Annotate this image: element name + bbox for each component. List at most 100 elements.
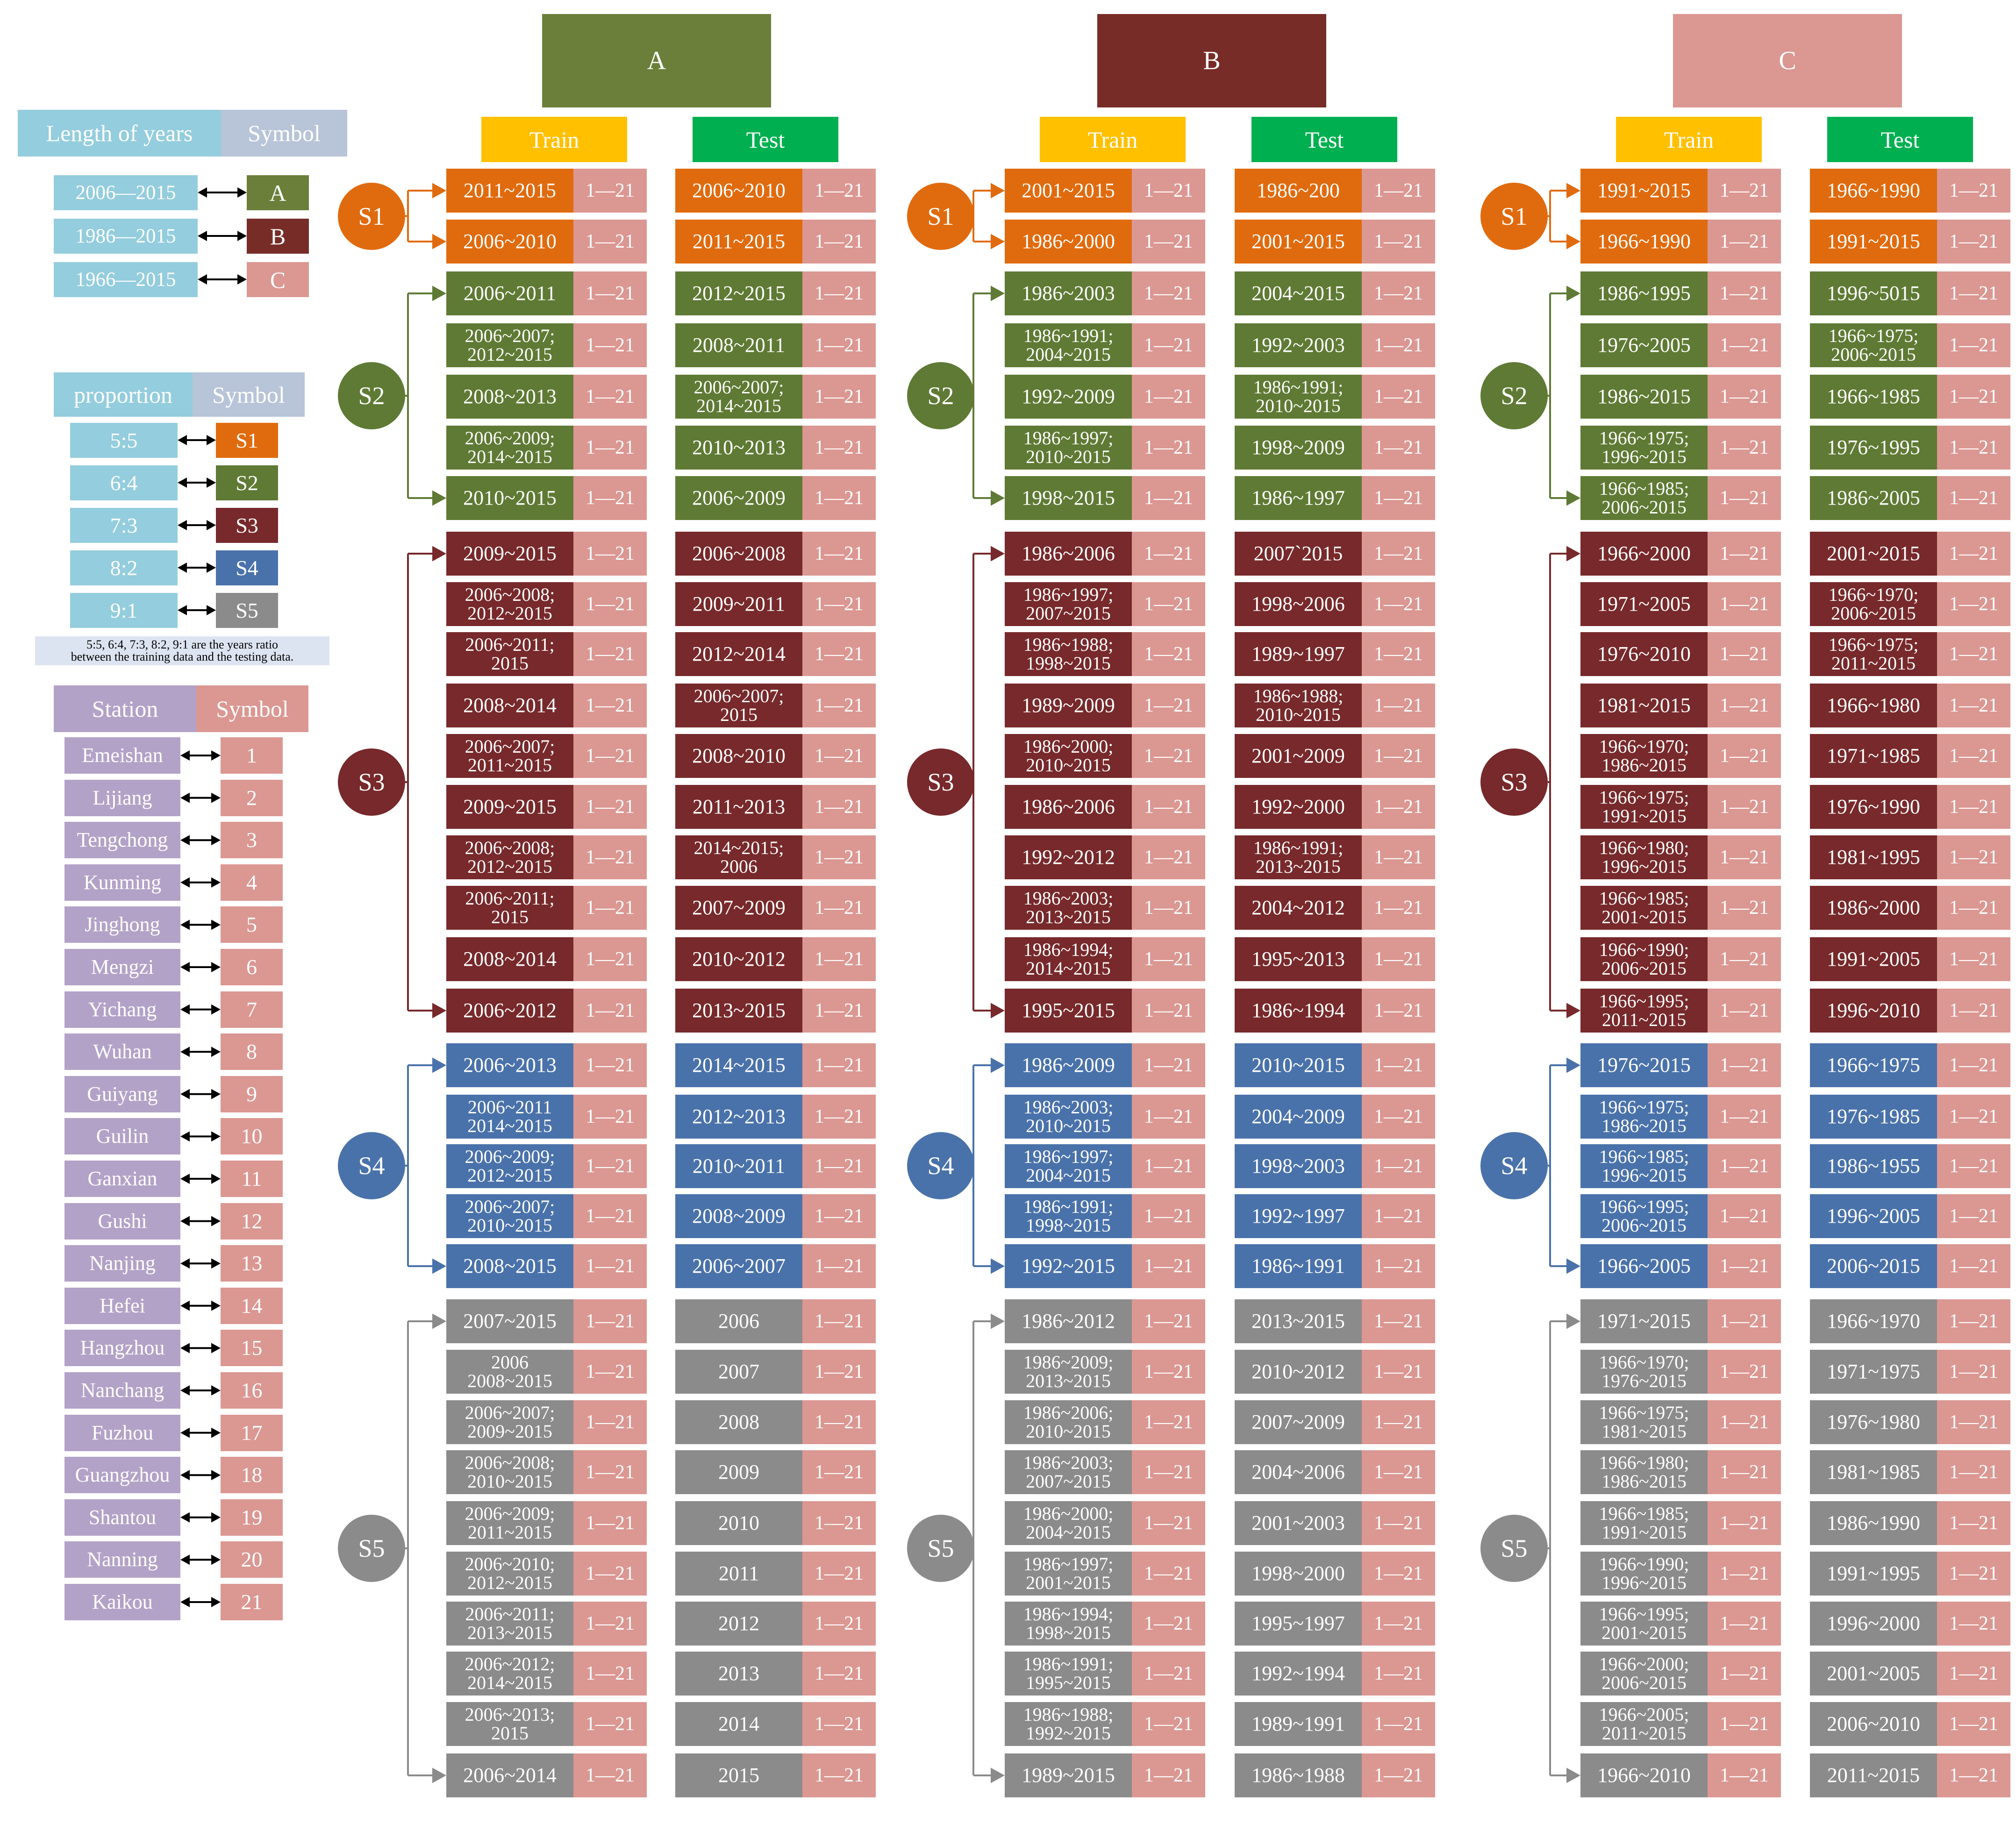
test-period: 2011~2015 — [675, 220, 802, 264]
proportion-note: 5:5, 6:4, 7:3, 8:2, 9:1 are the years ra… — [35, 636, 329, 665]
test-period: 1981~1995 — [1810, 835, 1937, 879]
test-period: 1966~1975; 2011~2015 — [1810, 632, 1937, 676]
station-legend-arrow-head-left — [180, 792, 190, 803]
scenario-branch-arrow — [991, 1258, 1005, 1274]
station-legend-arrow-head-right — [211, 1174, 221, 1184]
train-period: 2007~2015 — [446, 1299, 573, 1343]
train-station-range: 1—21 — [1708, 271, 1781, 315]
test-station-range: 1—21 — [802, 532, 876, 576]
station-legend-symbol: 17 — [221, 1414, 283, 1451]
train-period: 2006~2011; 2013~2015 — [446, 1602, 573, 1646]
test-station-range: 1—21 — [1362, 375, 1435, 419]
train-station-range: 1—21 — [1132, 1043, 1205, 1087]
train-period: 2008~2013 — [446, 375, 573, 419]
test-period: 1976~1995 — [1810, 426, 1937, 470]
scenario-node-S3: S3 — [338, 748, 405, 816]
train-period: 2006~2009; 2011~2015 — [446, 1501, 573, 1545]
test-period: 1976~1980 — [1810, 1400, 1937, 1444]
train-station-range: 1—21 — [1708, 937, 1781, 981]
station-legend-symbol: 9 — [221, 1076, 283, 1112]
train-period: 1966~1985; 1996~2015 — [1580, 1144, 1708, 1188]
scenario-node-S2: S2 — [907, 362, 974, 429]
proportion-legend-arrow-head-left — [178, 477, 187, 488]
station-legend-symbol: 10 — [221, 1118, 283, 1155]
test-station-range: 1—21 — [1362, 1299, 1435, 1343]
train-station-range: 1—21 — [1132, 220, 1205, 264]
proportion-legend-label: 7:3 — [70, 508, 178, 543]
test-station-range: 1—21 — [1362, 1144, 1435, 1188]
station-legend-arrow-head-right — [211, 1554, 221, 1565]
train-period: 1966~1970; 1986~2015 — [1580, 734, 1708, 778]
train-period: 1966~2000 — [1580, 532, 1708, 576]
scenario-node-S4: S4 — [338, 1132, 405, 1199]
train-station-range: 1—21 — [573, 1350, 647, 1394]
test-period: 1986~1990 — [1810, 1501, 1937, 1545]
test-period: 2006~2007 — [675, 1244, 802, 1288]
test-period: 2007~2009 — [1235, 1400, 1362, 1444]
station-legend-arrow-head-left — [180, 1174, 190, 1184]
train-period: 1986~1997; 2001~2015 — [1005, 1552, 1132, 1596]
train-period: 2006~2011; 2015 — [446, 632, 573, 676]
station-legend-name: Guiyang — [64, 1076, 180, 1112]
test-period: 1998~2000 — [1235, 1552, 1362, 1596]
scenario-branch-arrow — [991, 234, 1005, 249]
test-period: 1986~2005 — [1810, 476, 1937, 520]
test-station-range: 1—21 — [1937, 1602, 2010, 1646]
train-period: 1992~2009 — [1005, 375, 1132, 419]
train-period: 1966~1990; 2006~2015 — [1580, 937, 1708, 981]
test-header: Test — [1251, 117, 1397, 162]
station-legend-arrow-head-right — [211, 1597, 221, 1607]
test-station-range: 1—21 — [1362, 1400, 1435, 1444]
station-legend-symbol: 2 — [221, 779, 283, 816]
test-period: 1989~1991 — [1235, 1702, 1362, 1746]
test-station-range: 1—21 — [802, 785, 876, 829]
station-legend-arrow-head-right — [211, 1512, 221, 1523]
station-legend-name: Hangzhou — [64, 1330, 180, 1367]
train-station-range: 1—21 — [573, 532, 647, 576]
train-station-range: 1—21 — [1132, 1350, 1205, 1394]
test-station-range: 1—21 — [1937, 684, 2010, 727]
test-station-range: 1—21 — [1362, 220, 1435, 264]
train-period: 2008~2015 — [446, 1244, 573, 1288]
train-station-range: 1—21 — [1708, 1702, 1781, 1746]
train-period: 1991~2015 — [1580, 169, 1708, 213]
train-station-range: 1—21 — [573, 582, 647, 626]
station-legend-symbol: 5 — [221, 906, 283, 943]
train-station-range: 1—21 — [573, 1400, 647, 1444]
train-station-range: 1—21 — [1708, 1652, 1781, 1696]
train-period: 1986~2006 — [1005, 785, 1132, 829]
train-station-range: 1—21 — [573, 1299, 647, 1343]
train-station-range: 1—21 — [1708, 1501, 1781, 1545]
train-period: 1966~1985; 1991~2015 — [1580, 1501, 1708, 1545]
train-period: 1986~1988; 1992~2015 — [1005, 1702, 1132, 1746]
test-period: 1996~2010 — [1810, 989, 1937, 1033]
station-legend-arrow-head-left — [180, 750, 190, 761]
station-legend-arrow-head-left — [180, 1089, 190, 1099]
station-legend-arrow-head-left — [180, 962, 190, 972]
train-period: 1966~1990 — [1580, 220, 1708, 264]
test-period: 2007~2009 — [675, 886, 802, 930]
train-station-range: 1—21 — [573, 375, 647, 419]
scenario-branch-arrow — [1566, 546, 1580, 562]
test-station-range: 1—21 — [802, 476, 876, 520]
train-period: 1976~2010 — [1580, 632, 1708, 676]
station-symbol-header: Symbol — [196, 685, 308, 732]
test-period: 1986~200 — [1235, 169, 1362, 213]
train-station-range: 1—21 — [1708, 582, 1781, 626]
train-period: 1986~2009; 2013~2015 — [1005, 1350, 1132, 1394]
scenario-branch-arrow — [991, 1313, 1005, 1329]
train-period: 1966~1975; 1996~2015 — [1580, 426, 1708, 470]
train-station-range: 1—21 — [1132, 785, 1205, 829]
test-period: 1986~1988 — [1235, 1753, 1362, 1797]
train-period: 2011~2015 — [446, 169, 573, 213]
scenario-branch-arrow — [991, 1057, 1005, 1073]
station-legend-arrow-head-left — [180, 919, 190, 930]
test-period: 1966~1975; 2006~2015 — [1810, 323, 1937, 367]
test-station-range: 1—21 — [1937, 734, 2010, 778]
scenario-node-S3: S3 — [1480, 748, 1548, 816]
station-legend-name: Emeishan — [64, 737, 180, 774]
scenario-branch-arrow — [1566, 1057, 1580, 1073]
train-period: 2006~2014 — [446, 1753, 573, 1797]
years-legend-header: Length of years — [18, 110, 221, 157]
station-legend-name: Nanning — [64, 1541, 180, 1578]
